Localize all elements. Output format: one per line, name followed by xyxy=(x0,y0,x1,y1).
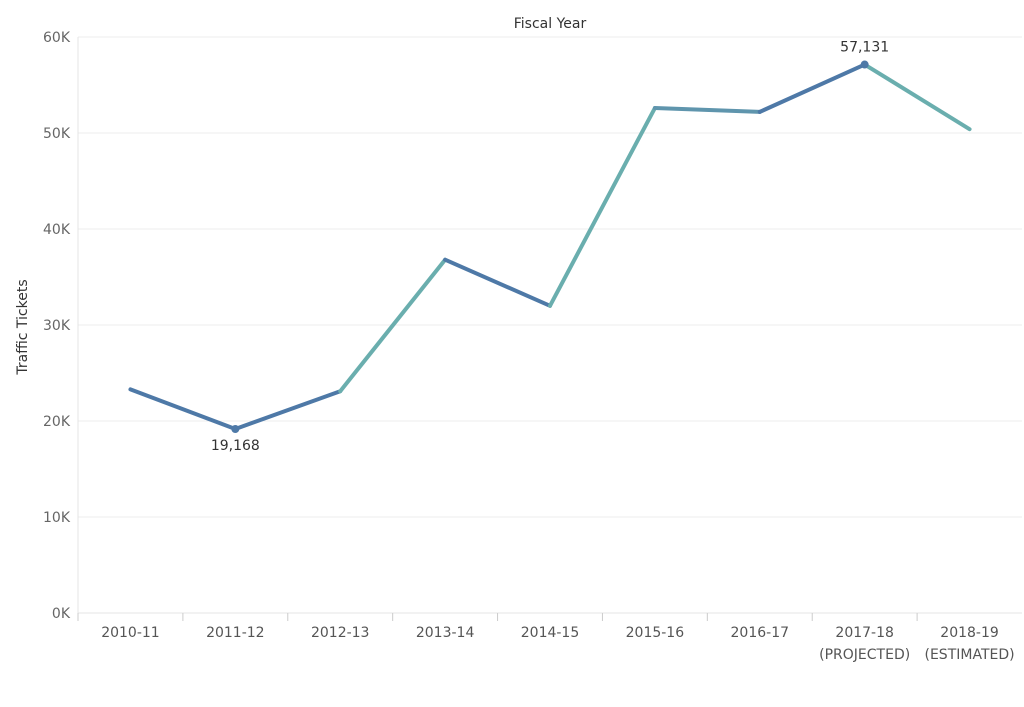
y-tick-label: 40K xyxy=(43,222,71,238)
data-point xyxy=(860,60,869,69)
x-tick-label: (ESTIMATED) xyxy=(925,647,1015,663)
series-line xyxy=(128,62,972,431)
x-axis: 2010-11 2011-12 2012-13 2013-14 2014-15 2015-… xyxy=(77,613,1015,663)
x-tick-label: 2018-19 xyxy=(940,625,999,641)
line-segment xyxy=(548,106,657,308)
line-segment xyxy=(757,62,867,114)
y-tick-label: 10K xyxy=(43,510,71,526)
gridlines xyxy=(78,36,1022,518)
data-point xyxy=(231,424,240,433)
line-segment xyxy=(128,387,238,431)
data-label: 57,131 xyxy=(840,40,889,56)
x-tick-label: 2014-15 xyxy=(521,625,580,641)
data-label: 19,168 xyxy=(211,438,260,454)
plot-frame xyxy=(77,37,1022,614)
x-tick-label: 2013-14 xyxy=(416,625,475,641)
line-segment xyxy=(233,389,343,431)
y-axis-title: Traffic Tickets xyxy=(15,279,31,375)
y-axis: 0K 10K 20K 30K 40K 50K 60K xyxy=(43,30,71,622)
x-axis-title: Fiscal Year xyxy=(514,16,587,32)
y-tick-label: 20K xyxy=(43,414,71,430)
x-tick-label: 2011-12 xyxy=(206,625,265,641)
y-tick-label: 0K xyxy=(52,606,71,622)
x-tick-label: (PROJECTED) xyxy=(819,647,910,663)
x-tick-label: 2017-18 xyxy=(835,625,894,641)
x-tick-label: 2016-17 xyxy=(731,625,790,641)
data-labels: 19,168 57,131 xyxy=(211,40,889,454)
line-segment xyxy=(862,62,972,132)
line-segment xyxy=(338,257,448,394)
x-tick-label: 2012-13 xyxy=(311,625,370,641)
data-markers xyxy=(231,60,869,433)
line-segment xyxy=(443,257,552,308)
y-tick-label: 50K xyxy=(43,126,71,142)
line-segment xyxy=(652,106,762,114)
x-tick-label: 2015-16 xyxy=(626,625,685,641)
y-tick-label: 30K xyxy=(43,318,71,334)
x-tick-label: 2010-11 xyxy=(101,625,160,641)
y-tick-label: 60K xyxy=(43,30,71,46)
